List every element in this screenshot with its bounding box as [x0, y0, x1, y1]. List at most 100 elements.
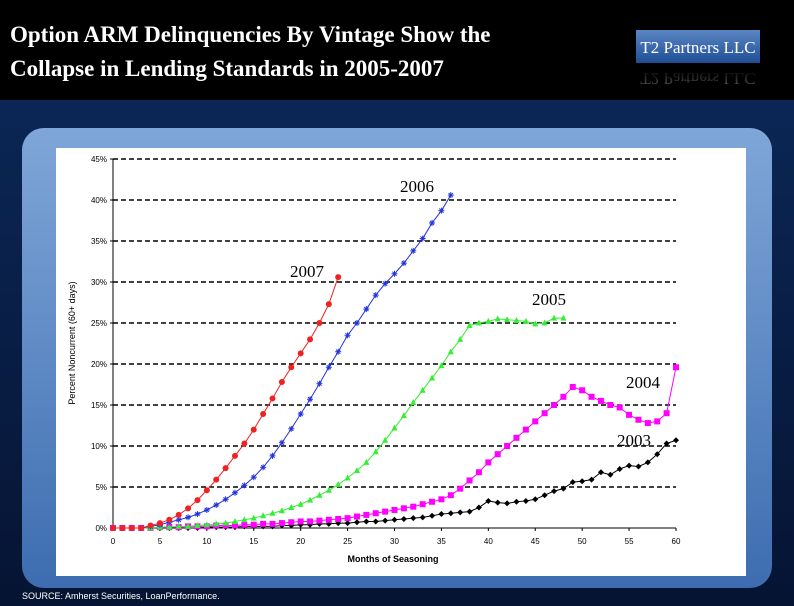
marker	[560, 485, 567, 492]
marker	[316, 491, 323, 498]
marker	[325, 486, 332, 493]
marker	[316, 517, 323, 524]
marker	[419, 386, 426, 393]
logo-text: T2 Partners LLC	[640, 38, 755, 57]
marker	[607, 402, 614, 408]
marker	[222, 496, 229, 503]
y-tick-label: 10%	[91, 442, 107, 451]
marker	[241, 482, 248, 489]
marker	[607, 471, 614, 478]
marker	[597, 469, 604, 476]
plot-panel	[56, 148, 746, 576]
series-label: 2005	[532, 290, 566, 309]
marker	[654, 418, 661, 425]
marker	[419, 235, 426, 242]
marker	[344, 515, 351, 522]
marker	[260, 520, 267, 527]
marker	[579, 478, 586, 485]
y-tick-label: 15%	[91, 401, 107, 410]
logo-box	[636, 30, 760, 63]
marker	[494, 315, 501, 322]
marker	[579, 387, 586, 394]
marker	[410, 503, 417, 510]
marker	[616, 404, 623, 411]
marker	[522, 426, 529, 433]
marker	[372, 448, 379, 455]
marker	[307, 518, 314, 525]
marker	[391, 516, 398, 523]
marker	[372, 510, 379, 517]
marker	[494, 499, 501, 506]
marker	[185, 522, 192, 529]
marker	[475, 469, 482, 476]
marker	[588, 393, 595, 400]
x-tick-label: 15	[249, 537, 258, 546]
marker	[250, 426, 257, 433]
marker	[551, 488, 558, 495]
marker	[673, 364, 679, 371]
x-tick-label: 10	[202, 537, 211, 546]
marker	[532, 496, 539, 503]
marker	[504, 316, 511, 323]
marker	[288, 519, 295, 526]
marker	[382, 280, 389, 287]
marker	[522, 317, 529, 324]
marker	[241, 521, 248, 528]
marker	[241, 516, 248, 523]
marker	[485, 317, 492, 324]
marker	[626, 411, 633, 418]
marker	[335, 515, 342, 522]
marker	[213, 520, 220, 527]
marker	[382, 517, 389, 524]
marker	[457, 509, 464, 516]
marker	[447, 510, 454, 517]
y-tick-label: 40%	[91, 196, 107, 205]
x-tick-label: 55	[625, 537, 634, 546]
marker	[485, 497, 492, 504]
marker	[363, 306, 370, 313]
marker	[438, 496, 445, 503]
marker	[288, 364, 295, 371]
marker	[344, 474, 351, 481]
marker	[447, 192, 454, 199]
marker	[400, 412, 407, 419]
marker	[138, 525, 145, 531]
marker	[541, 492, 548, 499]
y-tick-label: 25%	[91, 319, 107, 328]
marker	[222, 465, 229, 472]
marker	[335, 481, 342, 488]
marker	[222, 519, 229, 526]
marker	[307, 496, 314, 503]
marker	[344, 332, 351, 339]
marker	[419, 514, 426, 521]
marker	[532, 418, 539, 425]
marker	[372, 518, 379, 525]
marker	[429, 512, 436, 519]
series-label: 2003	[617, 431, 651, 450]
marker	[316, 320, 323, 326]
marker	[185, 505, 192, 512]
marker	[147, 522, 154, 529]
marker	[250, 521, 257, 528]
marker	[504, 443, 511, 449]
marker	[541, 410, 548, 417]
x-axis-label: Months of Seasoning	[348, 554, 439, 564]
marker	[494, 451, 501, 458]
marker	[457, 335, 464, 342]
marker	[175, 522, 182, 529]
marker	[569, 479, 576, 486]
marker	[644, 459, 651, 466]
marker	[325, 364, 332, 371]
y-axis-label: Percent Noncurrent (60+ days)	[67, 281, 77, 404]
x-tick-label: 5	[158, 537, 163, 546]
marker	[382, 436, 389, 443]
x-tick-label: 45	[531, 537, 540, 546]
marker	[438, 362, 445, 369]
series-label: 2004	[626, 373, 661, 392]
marker	[203, 521, 210, 528]
marker	[250, 514, 257, 521]
marker	[513, 317, 520, 324]
marker	[438, 511, 445, 518]
marker	[466, 508, 473, 515]
